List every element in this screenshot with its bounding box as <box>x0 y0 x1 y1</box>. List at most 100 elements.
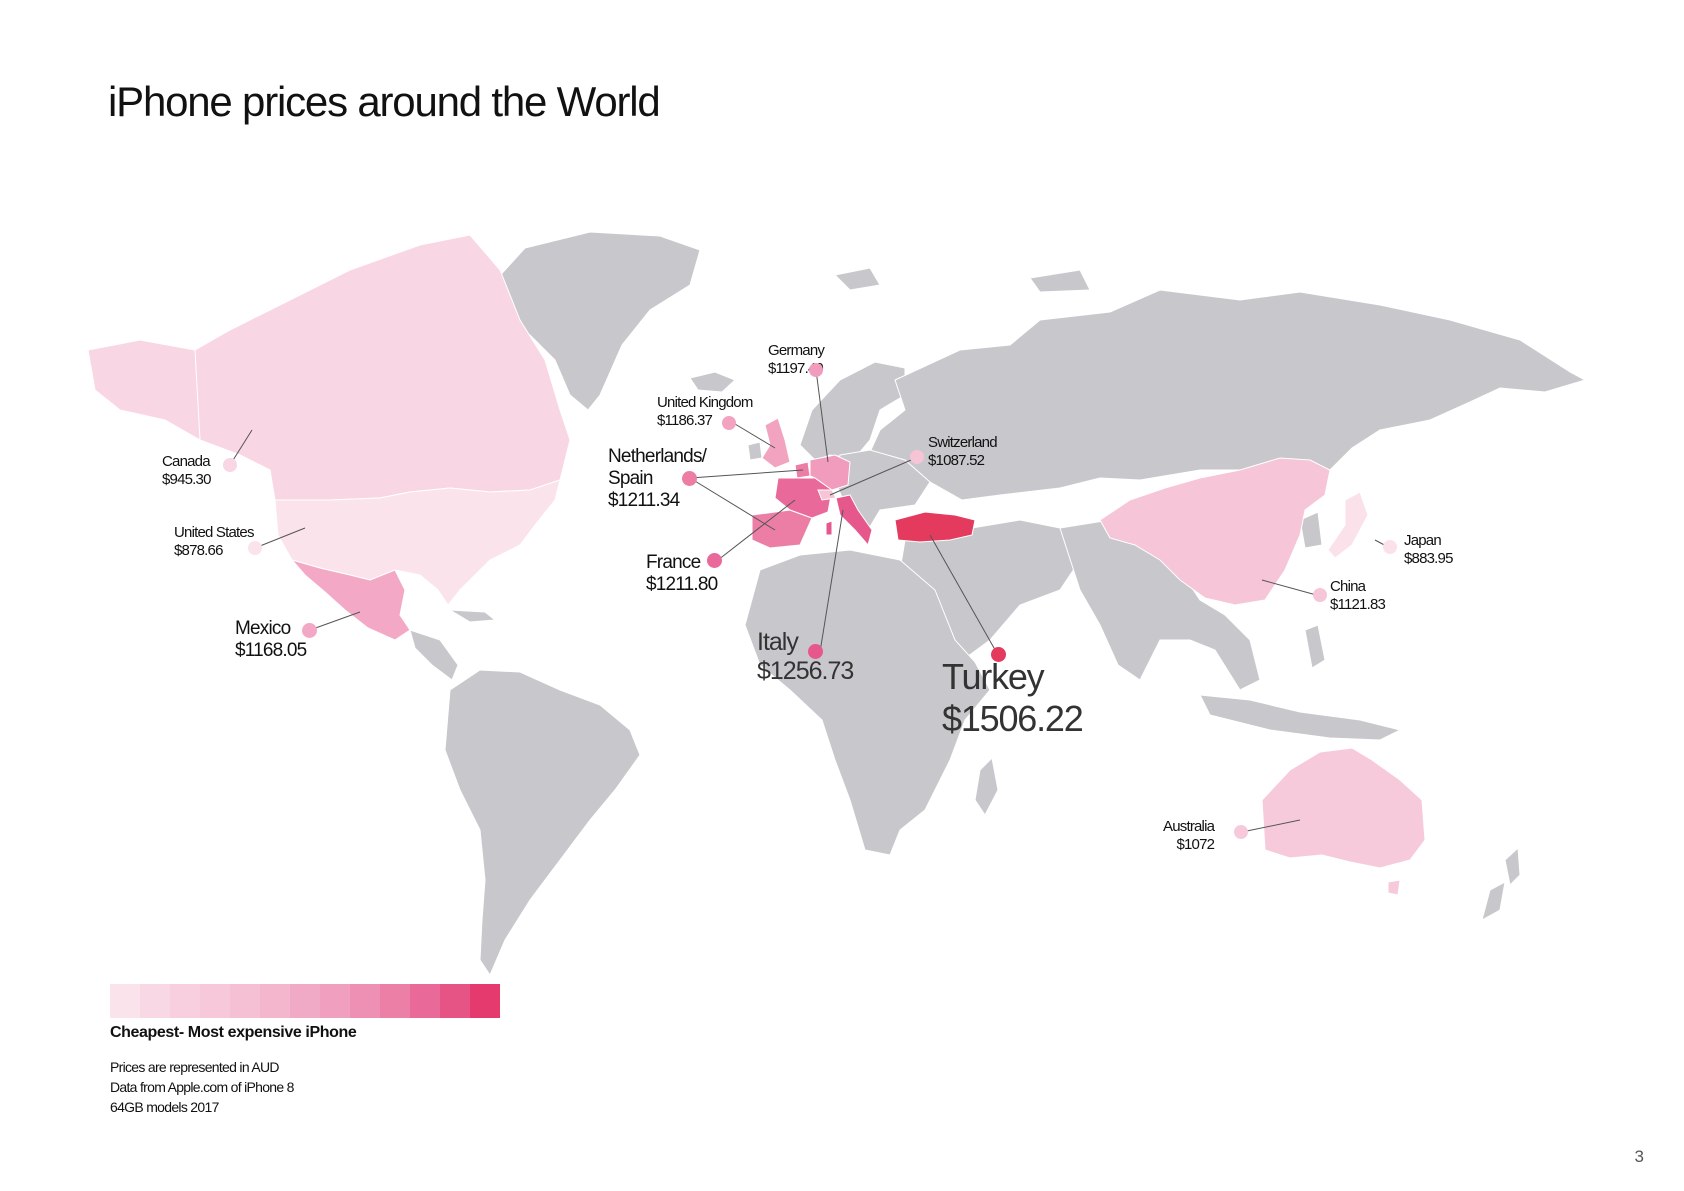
country-price: $1087.52 <box>928 452 985 469</box>
china-shape <box>1099 457 1331 606</box>
legend-swatch-11 <box>410 984 440 1018</box>
mexico-shape <box>290 559 411 641</box>
marker-china[interactable] <box>1313 588 1327 602</box>
legend-swatch-3 <box>170 984 200 1018</box>
country-label-china: China $1121.83 <box>1330 578 1386 614</box>
legend-swatch-7 <box>290 984 320 1018</box>
marker-united-kingdom[interactable] <box>722 416 736 430</box>
country-price: $1506.22 <box>942 698 1084 739</box>
country-label-united-kingdom: United Kingdom $1186.37 <box>657 394 753 430</box>
sardinia-shape <box>825 520 833 536</box>
marker-italy[interactable] <box>808 644 823 659</box>
country-name: Turkey <box>942 656 1045 697</box>
marker-germany[interactable] <box>809 363 823 377</box>
footnotes: Prices are represented in AUD Data from … <box>110 1057 294 1117</box>
country-label-canada: Canada $945.30 <box>162 453 211 489</box>
marker-japan[interactable] <box>1383 540 1397 554</box>
africa-shape <box>744 549 991 856</box>
germany-shape <box>809 454 851 491</box>
country-label-italy: Italy $1256.73 <box>757 628 854 686</box>
legend-swatch-12 <box>440 984 470 1018</box>
australia-shape <box>1261 747 1426 869</box>
legend-swatch-10 <box>380 984 410 1018</box>
legend-swatch-5 <box>230 984 260 1018</box>
south-america-shape <box>444 669 641 977</box>
country-name: Germany <box>768 342 825 359</box>
marker-switzerland[interactable] <box>910 450 924 464</box>
spain-shape <box>751 509 813 549</box>
tasmania-shape <box>1387 879 1401 896</box>
country-name: Australia <box>1163 818 1215 835</box>
iceland-shape <box>689 371 736 393</box>
country-name: Japan <box>1404 532 1442 549</box>
legend-swatch-4 <box>200 984 230 1018</box>
legend-swatch-9 <box>350 984 380 1018</box>
arctic-islands-2-shape <box>1029 269 1091 293</box>
country-price: $1121.83 <box>1330 596 1386 613</box>
country-name: China <box>1330 578 1366 595</box>
france-shape <box>774 477 833 519</box>
country-price: $1186.37 <box>657 412 713 429</box>
marker-united-states[interactable] <box>248 541 262 555</box>
turkey-shape <box>894 511 976 543</box>
italy-shape <box>835 494 873 547</box>
madagascar-shape <box>974 756 999 816</box>
legend-swatch-2 <box>140 984 170 1018</box>
country-name: Mexico <box>235 618 291 639</box>
country-name: Italy <box>757 628 799 656</box>
note-currency: Prices are represented in AUD <box>110 1059 279 1075</box>
country-name: Canada <box>162 453 211 470</box>
country-price: $945.30 <box>162 471 211 488</box>
greenland-shape <box>484 231 701 411</box>
country-label-australia: Australia $1072 <box>1163 818 1215 854</box>
country-label-turkey: Turkey $1506.22 <box>942 656 1084 740</box>
legend-swatch-6 <box>260 984 290 1018</box>
legend-swatch-13 <box>470 984 500 1018</box>
country-price: $883.95 <box>1404 550 1453 567</box>
legend-swatch-1 <box>110 984 140 1018</box>
alaska-shape <box>87 339 201 441</box>
marker-netherlands-spain[interactable] <box>682 471 697 486</box>
country-label-united-states: United States $878.66 <box>174 524 254 560</box>
note-source: Data from Apple.com of iPhone 8 <box>110 1079 294 1095</box>
country-label-mexico: Mexico $1168.05 <box>235 618 307 662</box>
country-name: United Kingdom <box>657 394 753 411</box>
country-name: France <box>646 552 701 573</box>
korea-shape <box>1299 511 1323 549</box>
country-label-netherlands-spain: Netherlands/ Spain $1211.34 <box>608 446 708 512</box>
country-label-france: France $1211.80 <box>646 552 718 596</box>
country-price: $1211.80 <box>646 574 718 595</box>
arctic-islands-shape <box>833 267 881 291</box>
indonesia-shape <box>1199 694 1402 741</box>
marker-mexico[interactable] <box>302 623 317 638</box>
philippines-shape <box>1304 624 1326 669</box>
central-america-shape <box>409 629 459 681</box>
country-label-switzerland: Switzerland $1087.52 <box>928 434 998 470</box>
country-price: $1072 <box>1176 836 1215 853</box>
page-number: 3 <box>1634 1147 1644 1166</box>
new-zealand-shape <box>1504 846 1521 887</box>
marker-turkey[interactable] <box>991 647 1006 662</box>
marker-canada[interactable] <box>223 458 237 472</box>
united-kingdom-shape <box>761 417 791 469</box>
country-name: United States <box>174 524 254 541</box>
ireland-shape <box>747 441 763 461</box>
page-title: iPhone prices around the World <box>108 78 661 125</box>
country-name: Netherlands/ Spain <box>608 446 707 489</box>
note-model: 64GB models 2017 <box>110 1099 219 1115</box>
marker-australia[interactable] <box>1234 825 1248 839</box>
legend-swatch-8 <box>320 984 350 1018</box>
country-price: $1211.34 <box>608 490 680 511</box>
country-label-japan: Japan $883.95 <box>1404 532 1453 568</box>
legend-color-scale <box>110 984 500 1018</box>
new-zealand-south-shape <box>1481 881 1506 922</box>
japan-shape <box>1327 491 1369 559</box>
country-price: $1256.73 <box>757 657 854 685</box>
caribbean-shape <box>449 609 497 623</box>
marker-france[interactable] <box>707 553 722 568</box>
country-price: $1168.05 <box>235 640 307 661</box>
legend-label: Cheapest- Most expensive iPhone <box>110 1024 357 1041</box>
country-price: $878.66 <box>174 542 223 559</box>
country-name: Switzerland <box>928 434 998 451</box>
